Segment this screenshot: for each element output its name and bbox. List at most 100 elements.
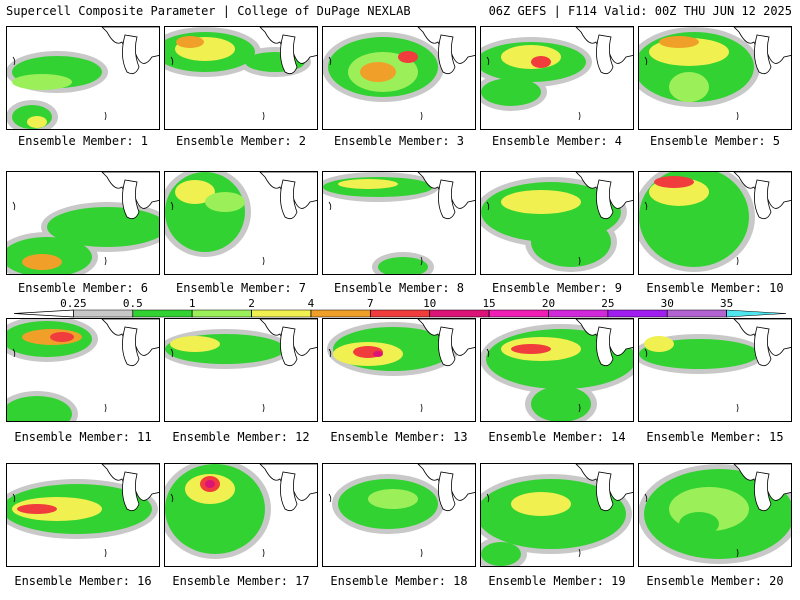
ensemble-member-label-3: Ensemble Member: 3 [333, 134, 465, 148]
ensemble-member-label-13: Ensemble Member: 13 [330, 430, 468, 444]
ensemble-panel-13 [322, 318, 476, 422]
scp-contour [7, 396, 72, 421]
coastline-mark [328, 56, 423, 121]
scp-field-map [481, 464, 633, 566]
ensemble-member-label-14: Ensemble Member: 14 [488, 430, 626, 444]
legend-swatch [666, 309, 727, 318]
scp-contour [176, 36, 204, 48]
ensemble-member-label-20: Ensemble Member: 20 [646, 574, 784, 588]
ensemble-panel-5 [638, 26, 792, 130]
legend-tick-label: 0.25 [60, 297, 87, 310]
scp-contour [175, 180, 215, 204]
ensemble-panel-6 [6, 171, 160, 275]
ensemble-member-label-9: Ensemble Member: 9 [491, 281, 623, 295]
scp-field-map [639, 172, 791, 272]
coastline-mark [644, 493, 739, 558]
coastline-mark [486, 201, 581, 266]
ensemble-member-label-5: Ensemble Member: 5 [649, 134, 781, 148]
coastline-mark [486, 493, 581, 558]
ensemble-panel-4 [480, 26, 634, 130]
scp-contour [205, 480, 215, 488]
scp-contour [378, 257, 428, 274]
legend-swatch [132, 309, 193, 318]
ensemble-member-label-15: Ensemble Member: 15 [646, 430, 784, 444]
scp-contour [27, 116, 47, 128]
run-info: 06Z GEFS | F114 Valid: 00Z THU JUN 12 20… [488, 4, 792, 18]
legend-tick-label: 35 [720, 297, 733, 310]
lake-michigan-outline [122, 471, 140, 512]
lake-michigan-outline [280, 471, 298, 512]
ensemble-member-label-19: Ensemble Member: 19 [488, 574, 626, 588]
legend-swatch [607, 309, 668, 318]
coastline-mark [486, 348, 581, 413]
scp-contour [511, 492, 571, 516]
scp-contour [368, 489, 418, 509]
ensemble-panel-2 [164, 26, 318, 130]
scp-field-map [327, 319, 475, 413]
lake-michigan-outline [438, 179, 456, 220]
coastline-mark [328, 201, 423, 266]
lake-michigan-outline [122, 34, 140, 75]
coastline-mark [12, 493, 107, 558]
ensemble-member-label-1: Ensemble Member: 1 [17, 134, 149, 148]
coastline-mark [170, 348, 265, 413]
scp-contour [654, 176, 694, 188]
ensemble-member-label-10: Ensemble Member: 10 [646, 281, 784, 295]
lake-michigan-outline [754, 326, 772, 367]
scp-field-map [639, 464, 791, 564]
coastline-mark [328, 493, 423, 558]
lake-michigan-outline [596, 179, 614, 220]
scp-field-map [323, 27, 475, 121]
ensemble-member-label-16: Ensemble Member: 16 [14, 574, 152, 588]
scp-field-map [481, 27, 633, 121]
legend-swatch [370, 309, 430, 318]
coastline-mark [170, 201, 265, 266]
lake-michigan-outline [438, 34, 456, 75]
scp-contour [12, 74, 72, 90]
legend-swatch [310, 309, 371, 318]
lake-michigan-outline [438, 326, 456, 367]
ensemble-panel-11 [6, 318, 160, 422]
scp-contour [659, 36, 699, 48]
scp-contour [50, 332, 74, 342]
scp-field-map [7, 319, 159, 421]
ensemble-panel-15 [638, 318, 792, 422]
scp-contour [501, 190, 581, 214]
legend-tick-label: 20 [542, 297, 555, 310]
scp-field-map [639, 319, 791, 413]
scp-contour [398, 51, 418, 63]
legend-tick-label: 1 [189, 297, 196, 310]
scp-field-map [165, 27, 317, 121]
ensemble-member-label-7: Ensemble Member: 7 [175, 281, 307, 295]
scp-contour [531, 386, 591, 421]
ensemble-panel-3 [322, 26, 476, 130]
ensemble-panel-9 [480, 171, 634, 275]
legend-swatch [429, 309, 490, 318]
scp-contour [22, 254, 62, 270]
lake-michigan-outline [596, 326, 614, 367]
scp-contour [170, 336, 220, 352]
coastline-mark [486, 56, 581, 121]
ensemble-panel-16 [6, 463, 160, 567]
lake-michigan-outline [754, 34, 772, 75]
legend-tick-label: 7 [367, 297, 374, 310]
scp-contour [338, 179, 398, 189]
lake-michigan-outline [596, 471, 614, 512]
scp-field-map [481, 172, 633, 272]
ensemble-panel-19 [480, 463, 634, 567]
ensemble-member-label-6: Ensemble Member: 6 [17, 281, 149, 295]
scp-contour [679, 512, 719, 536]
ensemble-panel-1 [6, 26, 160, 130]
scp-field-map [165, 464, 317, 559]
legend-swatch [251, 309, 312, 318]
ensemble-member-label-8: Ensemble Member: 8 [333, 281, 465, 295]
coastline-mark [12, 348, 107, 413]
ensemble-member-label-11: Ensemble Member: 11 [14, 430, 152, 444]
ensemble-panel-10 [638, 171, 792, 275]
coastline-mark [170, 493, 265, 558]
lake-michigan-outline [280, 179, 298, 220]
scp-contour [531, 217, 611, 267]
scp-field-map [481, 319, 633, 421]
coastline-mark [12, 201, 107, 266]
page-title: Supercell Composite Parameter | College … [6, 4, 411, 18]
